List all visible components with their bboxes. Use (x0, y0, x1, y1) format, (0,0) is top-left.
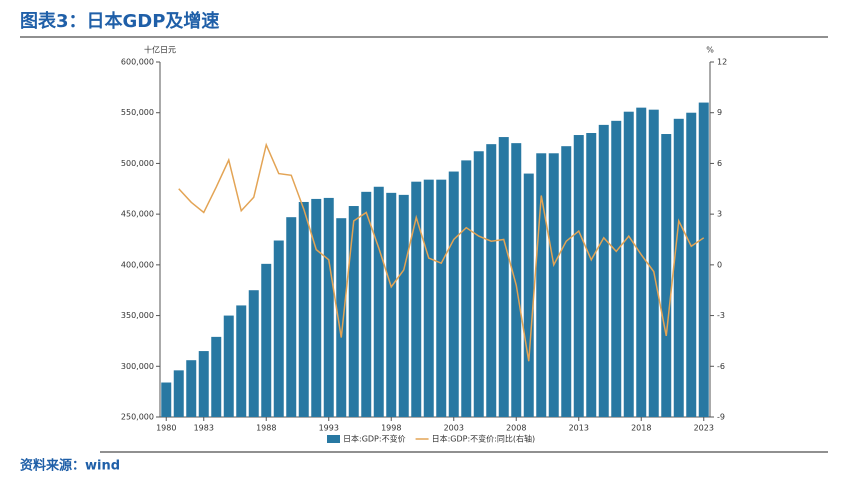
bar (598, 124, 609, 417)
x-tick-label: 1998 (381, 424, 401, 433)
source: 资料来源：wind (20, 458, 120, 474)
bar (561, 146, 572, 417)
bar (211, 336, 222, 417)
y2-tick-label: 12 (717, 58, 727, 67)
y-tick-label: 550,000 (121, 108, 154, 117)
x-tick-label: 1983 (194, 424, 214, 433)
y-axis-label: 十亿日元 (144, 45, 176, 55)
y2-tick-label: -9 (717, 413, 725, 422)
bar (423, 179, 434, 417)
bar (511, 143, 522, 417)
x-tick-label: 1988 (256, 424, 276, 433)
bar (498, 137, 509, 418)
bar (523, 173, 534, 417)
bar (636, 107, 647, 418)
x-tick-label: 2023 (694, 424, 714, 433)
bar (323, 197, 334, 417)
line (178, 142, 705, 362)
x-tick-label: 2008 (506, 424, 526, 433)
bar (361, 191, 372, 417)
x-tick-label: 1980 (156, 424, 176, 433)
x-tick-label: 2018 (631, 424, 651, 433)
x-tick-label: 2013 (569, 424, 589, 433)
title: 图表3：日本GDP及增速 (20, 10, 219, 32)
legend-label: 日本:GDP:不变价:同比(右轴) (432, 434, 536, 444)
bar (573, 135, 584, 417)
bar (623, 111, 634, 417)
y2-tick-label: 3 (717, 210, 722, 219)
bar (311, 198, 322, 417)
bar (486, 144, 497, 417)
y2-axis-label: % (706, 46, 714, 55)
y-tick-label: 600,000 (121, 58, 154, 67)
bar (173, 370, 184, 417)
bar (661, 134, 672, 417)
bar (473, 151, 484, 417)
bar (648, 109, 659, 418)
bar (236, 305, 247, 417)
legend-label: 日本:GDP:不变价 (343, 434, 406, 444)
y2-tick-label: -3 (717, 311, 725, 320)
bar (411, 181, 422, 417)
bar (348, 206, 359, 417)
bar (248, 290, 259, 417)
y-tick-label: 300,000 (121, 362, 154, 371)
bar (298, 201, 309, 417)
bar (686, 112, 697, 417)
y-tick-label: 450,000 (121, 210, 154, 219)
x-tick-label: 2003 (444, 424, 464, 433)
bar (386, 192, 397, 417)
bar (186, 360, 197, 417)
y-tick-label: 350,000 (121, 311, 154, 320)
bar (436, 179, 447, 417)
y2-tick-label: 9 (717, 108, 722, 117)
bar (673, 118, 684, 418)
y2-tick-label: -6 (717, 362, 725, 371)
bar (198, 351, 209, 417)
bar (611, 120, 622, 417)
bar (536, 153, 547, 418)
y2-tick-label: 6 (717, 159, 722, 168)
bar (273, 240, 284, 417)
y2-tick-label: 0 (717, 260, 722, 269)
bar (223, 315, 234, 417)
legend-swatch (327, 435, 340, 443)
bar (286, 217, 297, 417)
bar (398, 194, 409, 417)
x-tick-label: 1993 (319, 424, 339, 433)
bar (548, 153, 559, 418)
y-tick-label: 500,000 (121, 159, 154, 168)
y-tick-label: 250,000 (121, 413, 154, 422)
bar (461, 160, 472, 417)
bar (161, 382, 172, 417)
y-tick-label: 400,000 (121, 260, 154, 269)
bar (586, 133, 597, 417)
bar (336, 218, 347, 417)
bar (261, 263, 272, 417)
bar (448, 171, 459, 417)
bar (373, 186, 384, 417)
bar (698, 102, 709, 418)
